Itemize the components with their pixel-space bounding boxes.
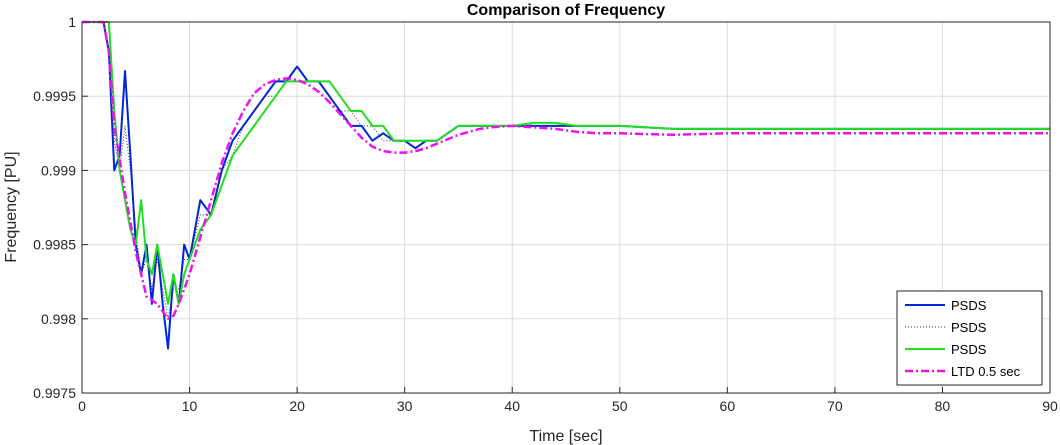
y-tick-label: 0.9975: [33, 385, 76, 401]
chart-title: Comparison of Frequency: [467, 2, 665, 19]
y-axis-label: Frequency [PU]: [3, 151, 20, 262]
x-tick-label: 30: [397, 398, 413, 414]
legend-entry-label: PSDS: [951, 342, 987, 357]
x-tick-label: 80: [935, 398, 951, 414]
x-tick-label: 0: [78, 398, 86, 414]
y-tick-label: 0.998: [41, 311, 76, 327]
y-tick-label: 0.999: [41, 162, 76, 178]
x-tick-label: 20: [289, 398, 305, 414]
plot-frame: [81, 21, 1051, 394]
x-tick-label: 70: [827, 398, 843, 414]
x-tick-label: 50: [612, 398, 628, 414]
legend: PSDS PSDS PSDS LTD 0.5 sec: [896, 290, 1043, 386]
x-tick-label: 10: [182, 398, 198, 414]
x-tick-label: 40: [504, 398, 520, 414]
x-axis-label: Time [sec]: [529, 428, 602, 445]
y-tick-label: 0.9995: [33, 88, 76, 104]
legend-box: [896, 290, 1043, 386]
legend-entry-label: PSDS: [951, 320, 987, 335]
legend-entry-label: PSDS: [951, 298, 987, 313]
y-tick-label: 1: [68, 14, 76, 30]
axis-ticks: 0 10 20 30 40 50 60 70 80 90 0.9975 0.998 0.9985 0.99…: [33, 14, 1058, 414]
y-tick-label: 0.9985: [33, 237, 76, 253]
x-tick-label: 90: [1042, 398, 1058, 414]
legend-entry-label: LTD 0.5 sec: [951, 364, 1021, 379]
plot-background: [82, 22, 1050, 393]
series-layer: [82, 20, 1050, 350]
x-tick-label: 60: [720, 398, 736, 414]
series-line-4: [82, 20, 1050, 321]
